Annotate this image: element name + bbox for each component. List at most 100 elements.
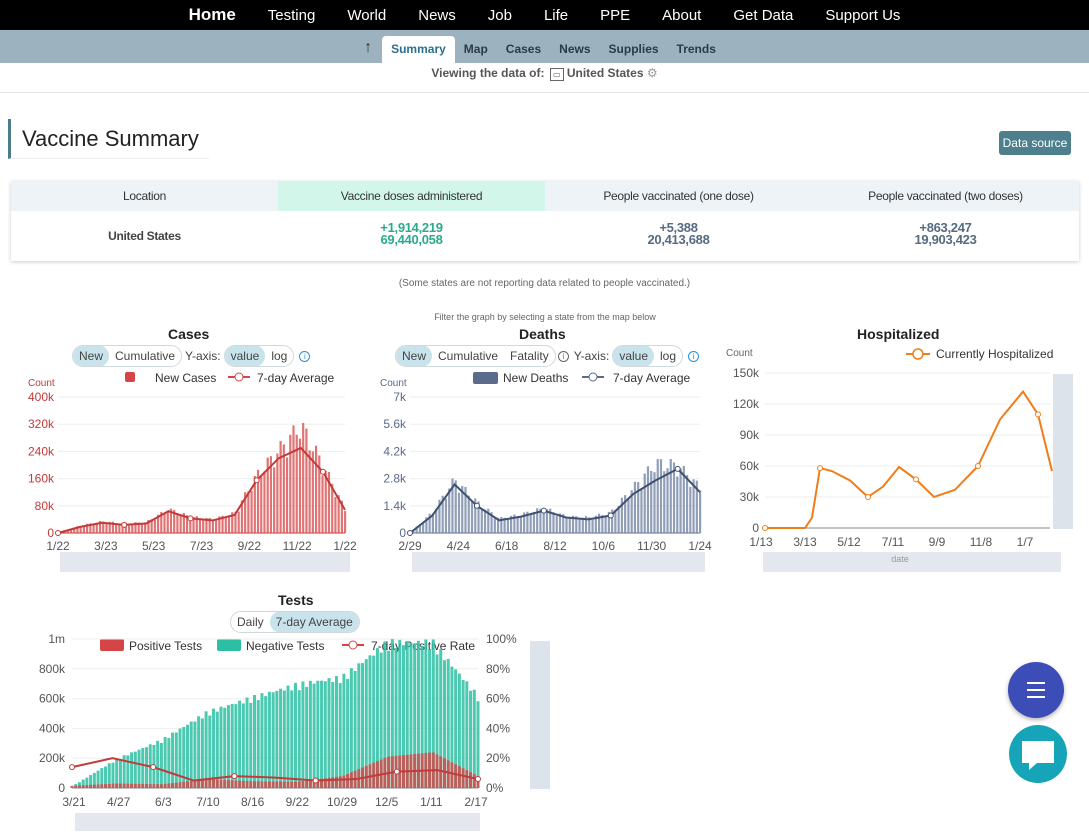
positive-bar <box>275 781 279 788</box>
positive-bar <box>185 781 189 788</box>
negative-bar <box>465 681 469 788</box>
bar <box>192 517 195 533</box>
deaths-cumulative-button[interactable]: Cumulative <box>438 349 499 363</box>
cases-chart[interactable]: New Cases 7-day Average Count 0 80k 160k 24… <box>0 366 360 578</box>
positive-bar <box>331 777 335 788</box>
deaths-fatality-button[interactable]: Fatality <box>510 349 549 363</box>
positive-bar <box>457 766 461 788</box>
bar <box>500 516 503 533</box>
bar <box>431 513 435 533</box>
bar <box>250 490 253 533</box>
negative-bar <box>457 673 461 788</box>
deaths-chart[interactable]: New Deaths 7-day Average Count 0 1.4k 2.8k… <box>360 366 720 578</box>
negative-bar <box>297 690 301 788</box>
cases-log-button[interactable]: log <box>271 349 288 363</box>
negative-bar <box>200 718 204 788</box>
positive-bar <box>200 779 204 788</box>
bar <box>69 529 73 533</box>
negative-bar <box>96 770 100 788</box>
x-tick-label: 8/12 <box>543 539 567 553</box>
bar <box>558 513 562 533</box>
tab-map[interactable]: Map <box>463 42 488 56</box>
negative-bar <box>215 711 219 788</box>
bar <box>79 526 82 533</box>
negative-bar <box>431 639 435 788</box>
deaths-log-button[interactable]: log <box>660 349 677 363</box>
bar <box>676 476 679 533</box>
bar <box>273 467 276 533</box>
viewing-location[interactable]: United States <box>566 66 644 80</box>
nav-home[interactable]: Home <box>188 5 236 24</box>
cases-cumulative-button[interactable]: Cumulative <box>115 349 176 363</box>
nav-about[interactable]: About <box>662 6 702 24</box>
hospitalized-date-slider[interactable] <box>763 552 1061 572</box>
nav-news[interactable]: News <box>418 6 456 24</box>
nav-life[interactable]: Life <box>543 6 569 24</box>
negative-bar <box>405 641 409 788</box>
tests-average-button[interactable]: 7-day Average <box>269 612 359 632</box>
deaths-new-button[interactable]: New <box>396 346 433 366</box>
nav-job[interactable]: Job <box>487 6 512 24</box>
info-icon[interactable]: i <box>557 350 569 362</box>
bar <box>308 450 311 533</box>
info-icon[interactable]: i <box>299 350 311 362</box>
nav-world[interactable]: World <box>347 6 387 24</box>
bar <box>523 512 526 533</box>
bar <box>532 512 536 533</box>
tests-date-slider[interactable] <box>75 813 480 831</box>
positive-bar <box>85 785 89 788</box>
bar <box>441 495 444 533</box>
nav-testing[interactable]: Testing <box>267 6 316 24</box>
hospitalized-chart[interactable]: Count Currently Hospitalized 0 30k 60k 90k 1… <box>720 342 1089 578</box>
tab-news[interactable]: News <box>559 42 591 56</box>
gear-icon[interactable]: ⚙ <box>646 66 658 80</box>
data-source-button[interactable]: Data source <box>999 131 1071 155</box>
deaths-zoom-slider[interactable] <box>412 552 705 572</box>
y-tick-label: 800k <box>39 662 66 676</box>
hospitalized-zoom-slider[interactable] <box>1053 374 1073 529</box>
y-tick-label: 240k <box>28 444 55 458</box>
tests-chart[interactable]: Positive Tests Negative Tests 7-day Posi… <box>0 628 560 833</box>
cases-new-button[interactable]: New <box>73 346 110 366</box>
bar <box>483 509 487 533</box>
negative-bar <box>416 640 420 788</box>
cases-mode-toggle: New Cumulative <box>72 345 183 367</box>
tests-zoom-slider[interactable] <box>530 641 550 789</box>
bar <box>263 471 266 533</box>
tab-trends[interactable]: Trends <box>676 42 716 56</box>
tests-daily-button[interactable]: Daily <box>237 615 264 629</box>
data-point <box>975 463 981 469</box>
positive-bar <box>241 780 245 788</box>
y-axis-label: Count <box>28 378 55 389</box>
bar <box>689 486 692 533</box>
arrow-up-icon[interactable]: ↑ <box>364 39 373 56</box>
positive-bar <box>230 780 234 788</box>
bar <box>340 500 343 533</box>
nav-ppe[interactable]: PPE <box>600 6 631 24</box>
negative-bar <box>245 697 249 788</box>
two-dose-new: +863,247 <box>919 220 972 235</box>
x-tick-label: 10/29 <box>327 795 357 809</box>
negative-bar <box>320 680 324 788</box>
tab-summary[interactable]: Summary <box>382 36 455 63</box>
negative-bar <box>208 715 212 788</box>
cases-value-button[interactable]: value <box>224 346 266 366</box>
info-icon[interactable]: i <box>688 350 700 362</box>
tab-supplies[interactable]: Supplies <box>608 42 659 56</box>
nav-get-data[interactable]: Get Data <box>733 6 794 24</box>
menu-button[interactable] <box>1008 662 1064 718</box>
positive-bar <box>96 784 100 788</box>
nav-support-us[interactable]: Support Us <box>825 6 901 24</box>
x-tick-label: 1/22 <box>46 539 70 553</box>
menu-icon <box>1027 682 1045 698</box>
bar <box>594 515 597 533</box>
tab-cases[interactable]: Cases <box>505 42 542 56</box>
positive-bar <box>442 758 446 788</box>
chat-button[interactable] <box>1009 725 1067 783</box>
y-tick-label: 0 <box>47 526 54 540</box>
bar <box>92 524 95 533</box>
legend-new-deaths: New Deaths <box>503 371 568 385</box>
deaths-value-button[interactable]: value <box>613 346 654 366</box>
bar <box>617 505 620 533</box>
cases-zoom-slider[interactable] <box>60 552 350 572</box>
